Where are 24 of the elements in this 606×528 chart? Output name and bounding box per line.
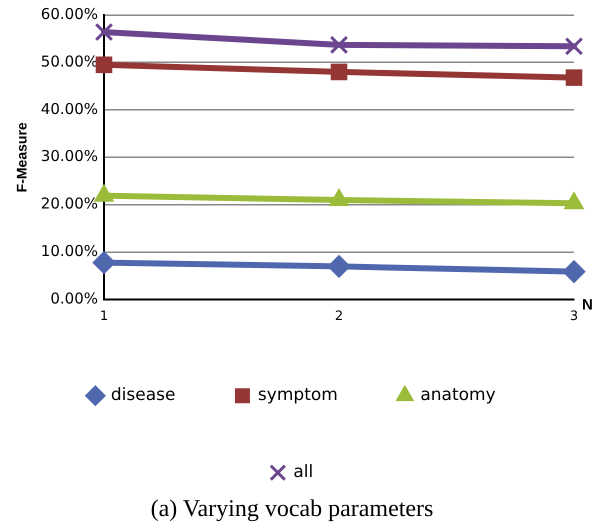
x-axis-title: N (582, 296, 593, 314)
y-tick-label: 10.00% (40, 242, 98, 260)
point (96, 56, 112, 74)
point (566, 69, 582, 86)
legend-label: anatomy (420, 385, 496, 406)
text: (a) Varying vocab parameters (150, 496, 434, 522)
legend-label: symptom (258, 385, 338, 406)
legend-label: all (293, 462, 314, 482)
point (564, 37, 584, 56)
y-tick-label: 40.00% (40, 100, 98, 118)
x-tick-label: 3 (570, 308, 578, 324)
point (94, 22, 114, 42)
x-tick-label: 1 (100, 308, 108, 324)
point (562, 260, 586, 284)
point (330, 64, 348, 80)
y-tick-label: 50.00% (40, 52, 98, 70)
x-tick-label: 2 (334, 308, 344, 324)
point (330, 36, 348, 54)
legend-label: disease (110, 385, 176, 406)
y-tick-label: 60.00% (40, 4, 98, 23)
y-tick-label: 0.00% (50, 289, 98, 308)
y-tick-label: 30.00% (40, 147, 98, 166)
y-tick-label: 20.00% (40, 194, 98, 213)
y-axis-title: F-Measure (13, 122, 30, 192)
